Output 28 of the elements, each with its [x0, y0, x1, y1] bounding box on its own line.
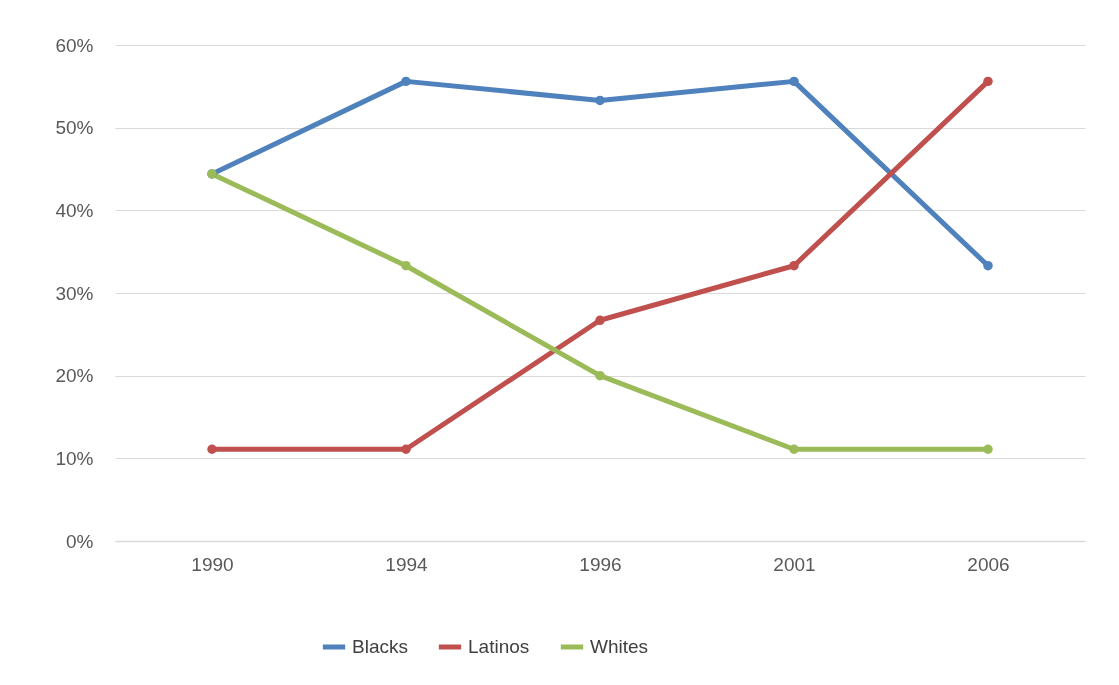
- point: [983, 76, 993, 87]
- x-tick-label: 1994: [385, 553, 429, 575]
- y-tick-label: 0%: [66, 530, 94, 552]
- point: [207, 444, 217, 454]
- point: [789, 76, 799, 87]
- y-tick-label: 30%: [55, 282, 94, 304]
- point: [401, 76, 411, 87]
- x-tick-label: 1996: [579, 553, 622, 575]
- point: [595, 315, 605, 326]
- point: [401, 444, 411, 454]
- legend-label: Whites: [590, 636, 649, 657]
- x-tick-label: 2001: [773, 553, 816, 575]
- legend-label: Latinos: [468, 636, 530, 657]
- y-tick-label: 60%: [55, 34, 94, 56]
- y-tick-label: 10%: [55, 447, 94, 469]
- point: [595, 370, 605, 381]
- point: [789, 260, 799, 271]
- point: [983, 260, 993, 271]
- point: [789, 444, 799, 454]
- y-tick-label: 40%: [55, 199, 94, 221]
- point: [595, 95, 605, 106]
- x-tick-label: 1990: [191, 553, 234, 575]
- x-tick-label: 2006: [967, 553, 1010, 575]
- y-tick-label: 20%: [55, 365, 94, 387]
- y-tick-label: 50%: [55, 117, 94, 139]
- legend-label: Blacks: [352, 636, 408, 657]
- point: [401, 260, 411, 271]
- point: [983, 444, 993, 454]
